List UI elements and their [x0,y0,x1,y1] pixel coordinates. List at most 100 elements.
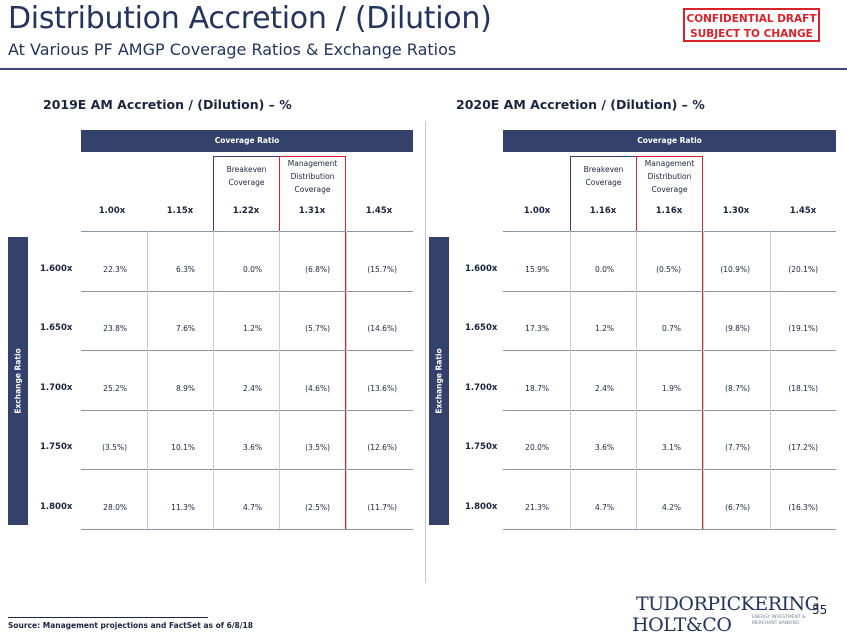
table-cell: (20.1%) [788,265,818,274]
row-header: 1.600x [465,264,498,274]
column-divider [279,231,280,529]
row-header: 1.750x [465,442,498,452]
column-header: 1.16x [655,206,683,216]
breakeven-label-line: Coverage [228,178,265,187]
table-cell: (2.5%) [305,503,330,512]
column-divider [703,231,704,529]
table-cell: 22.3% [103,265,127,274]
row-header: 1.800x [40,502,73,512]
table-cell: 0.7% [661,324,681,333]
management-label-line: Management [287,159,338,168]
column-header: 1.16x [589,206,617,216]
management-label-line: Coverage [651,185,688,194]
page-title: Distribution Accretion / (Dilution) [8,1,492,36]
column-header: 1.00x [98,206,126,216]
logo-line-1: TUDORPICKERING [636,593,820,615]
table-cell: 3.1% [661,443,681,452]
table-cell: (6.8%) [305,265,330,274]
row-header: 1.700x [40,383,73,393]
table-cell: (3.5%) [305,443,330,452]
table-cell: 25.2% [103,384,127,393]
row-divider [81,231,413,232]
table-cell: 7.6% [175,324,195,333]
row-divider [503,469,836,470]
row-header: 1.650x [465,323,498,333]
logo-tagline-2: MERCHANT BANKING [752,621,800,626]
management-label-line: Distribution [290,172,335,181]
table-cell: 4.7% [594,503,614,512]
logo-line-2: HOLT&CO [632,614,732,636]
logo-tagline-1: ENERGY INVESTMENT & [752,615,806,620]
row-divider [503,231,836,232]
management-label-line: Coverage [294,185,331,194]
row-divider [503,410,836,411]
table-cell: (7.7%) [725,443,750,452]
table-cell: 0.0% [242,265,262,274]
exchange-ratio-label: Exchange Ratio [434,348,444,414]
row-divider [81,469,413,470]
table-cell: (10.9%) [720,265,750,274]
table-cell: 21.3% [525,503,549,512]
section-divider [425,121,426,583]
logo-tagline: ENERGY INVESTMENT & MERCHANT BANKING [752,615,806,627]
row-header: 1.600x [40,264,73,274]
confidential-line-1: CONFIDENTIAL DRAFT [686,13,817,25]
row-divider [81,410,413,411]
coverage-ratio-header: Coverage Ratio [81,130,413,152]
table-cell: (4.6%) [305,384,330,393]
row-divider [503,291,836,292]
column-divider [213,231,214,529]
table-cell: (11.7%) [367,503,397,512]
table-cell: (16.3%) [788,503,818,512]
table-cell: (3.5%) [102,443,127,452]
row-divider [81,350,413,351]
management-coverage-label: Management Distribution Coverage [636,157,703,196]
exchange-ratio-bar: Exchange Ratio [8,237,28,525]
table-cell: 1.9% [661,384,681,393]
table-cell: 18.7% [525,384,549,393]
breakeven-label-line: Breakeven [583,165,624,174]
table-cell: 6.3% [175,265,195,274]
coverage-ratio-header: Coverage Ratio [503,130,836,152]
column-header: 1.00x [523,206,551,216]
table-cell: (13.6%) [367,384,397,393]
management-label-line: Management [644,159,695,168]
table-cell: 4.7% [242,503,262,512]
column-header: 1.31x [298,206,326,216]
row-divider [503,350,836,351]
page-subtitle: At Various PF AMGP Coverage Ratios & Exc… [8,40,457,59]
row-header: 1.750x [40,442,73,452]
table-cell: (18.1%) [788,384,818,393]
table-cell: 4.2% [661,503,681,512]
table-title: 2020E AM Accretion / (Dilution) – % [456,97,705,112]
table-cell: 2.4% [242,384,262,393]
column-divider [147,231,148,529]
table-cell: 28.0% [103,503,127,512]
column-header: 1.45x [365,206,393,216]
exchange-ratio-label: Exchange Ratio [13,348,23,414]
table-cell: (6.7%) [725,503,750,512]
table-cell: 0.0% [594,265,614,274]
table-cell: 10.1% [171,443,195,452]
column-header: 1.45x [789,206,817,216]
table-cell: (12.6%) [367,443,397,452]
row-divider [81,291,413,292]
table-cell: (5.7%) [305,324,330,333]
breakeven-coverage-label: Breakeven Coverage [570,163,637,189]
source-note: Source: Management projections and FactS… [8,621,253,630]
column-header: 1.15x [166,206,194,216]
row-header: 1.700x [465,383,498,393]
table-cell: 8.9% [175,384,195,393]
column-divider [770,231,771,529]
row-divider [81,529,413,530]
table-cell: 20.0% [525,443,549,452]
table-cell: (0.5%) [656,265,681,274]
table-cell: (8.7%) [725,384,750,393]
table-cell: (15.7%) [367,265,397,274]
table-cell: 15.9% [525,265,549,274]
confidential-stamp: CONFIDENTIAL DRAFT SUBJECT TO CHANGE [683,8,820,42]
breakeven-label-line: Coverage [585,178,622,187]
table-cell: 11.3% [171,503,195,512]
table-cell: 3.6% [242,443,262,452]
breakeven-label-line: Breakeven [226,165,267,174]
